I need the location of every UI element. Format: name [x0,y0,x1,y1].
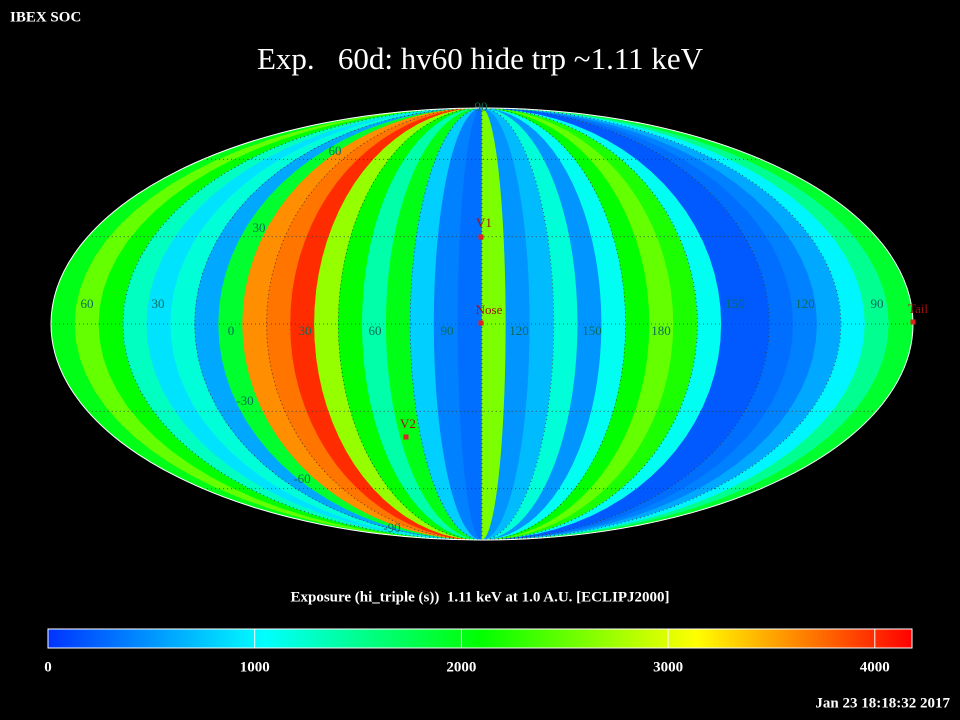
marker-label: Tail [908,301,928,316]
longitude-label: 60 [369,323,382,338]
longitude-label: 60 [81,296,94,311]
marker [403,434,409,440]
latitude-label: -90 [383,520,400,535]
longitude-label: 30 [299,323,312,338]
latitude-label: 60 [329,143,342,158]
longitude-label: 150 [725,296,745,311]
colorbar-tick-label: 3000 [653,659,683,675]
marker-label: V2 [400,416,416,431]
title: Exp. 60d: hv60 hide trp ~1.11 keV [257,41,704,76]
colorbar-tick-label: 0 [44,659,52,675]
longitude-label: 180 [651,323,671,338]
colorbar-tick-label: 4000 [860,659,890,675]
latitude-label: 90 [475,99,488,114]
longitude-label: 120 [795,296,815,311]
meridian [266,107,483,541]
latitude-label: -30 [236,393,253,408]
latitude-label: -60 [293,471,310,486]
longitude-label: 30 [152,296,165,311]
colorbar [47,628,913,649]
meridian [409,107,483,541]
meridian [481,107,555,541]
longitude-label: 90 [871,296,884,311]
meridian [481,107,698,541]
marker [478,320,484,326]
marker [910,319,916,325]
timestamp: Jan 23 18:18:32 2017 [815,695,950,711]
longitude-label: 120 [509,323,529,338]
corner-label: IBEX SOC [10,9,81,25]
colorbar-tick-label: 1000 [240,659,270,675]
marker-label: Nose [476,302,503,317]
colorbar-title: Exposure (hi_triple (s)) 1.11 keV at 1.0… [290,589,669,605]
marker [478,234,484,240]
longitude-label: 0 [228,323,235,338]
longitude-label: 90 [441,323,454,338]
marker-label: V1 [476,215,492,230]
latitude-label: 30 [253,220,266,235]
colorbar-tick-label: 2000 [446,659,476,675]
longitude-label: 150 [582,323,602,338]
